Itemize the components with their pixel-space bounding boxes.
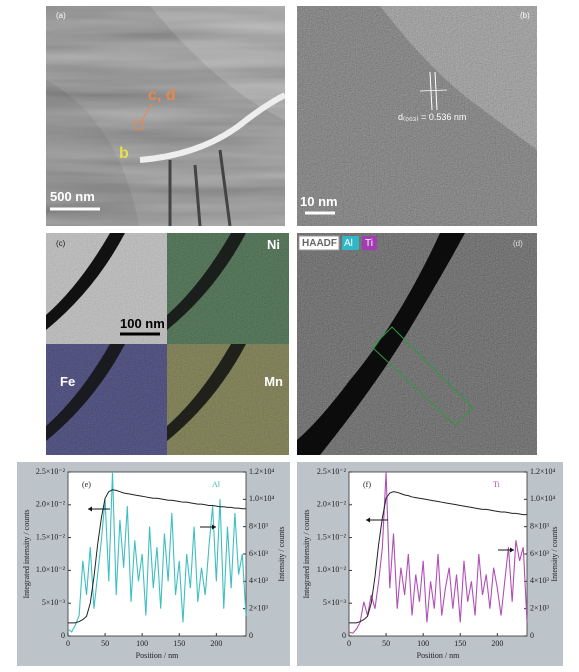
marker-label: b — [119, 145, 129, 162]
panel-label: (f) — [363, 480, 371, 489]
scale-label: 100 nm — [120, 316, 165, 331]
panel-c — [46, 233, 289, 455]
y-tick-label: 0 — [61, 631, 65, 640]
y2-axis-label: Intensity / counts — [550, 526, 559, 581]
arrow-head — [366, 517, 370, 523]
y-axis-label: Integrated intensity / counts — [302, 509, 311, 598]
arrow-head — [510, 547, 514, 553]
y2-tick-label: 1.2×10⁴ — [249, 467, 275, 476]
y-tick-label: 1.0×10⁻² — [317, 565, 347, 574]
y-tick-label: 1.5×10⁻² — [317, 532, 347, 541]
panel-label: (b) — [520, 11, 530, 20]
arrow-head — [212, 524, 216, 530]
legend-label: HAADF — [302, 238, 337, 249]
y-tick-label: 5×10⁻³ — [42, 598, 66, 607]
y2-tick-label: 2×10³ — [530, 603, 550, 612]
y2-tick-label: 1.2×10⁴ — [530, 467, 556, 476]
y2-tick-label: 8×10³ — [249, 521, 269, 530]
y2-tick-label: 8×10³ — [530, 521, 550, 530]
scale-label: 10 nm — [300, 194, 338, 209]
y2-tick-label: 6×10³ — [530, 549, 550, 558]
annotation: d₍₀₀₃₎ = 0.536 nm — [398, 112, 466, 122]
y2-tick-label: 0 — [530, 631, 534, 640]
x-tick-label: 50 — [101, 639, 109, 648]
x-tick-label: 100 — [417, 639, 429, 648]
data-line — [349, 491, 527, 624]
y-tick-label: 2.5×10⁻² — [36, 467, 66, 476]
x-tick-label: 150 — [173, 639, 185, 648]
panel-label: (a) — [56, 11, 66, 20]
series-label: Ti — [493, 480, 501, 489]
panel-d — [297, 233, 537, 455]
element-label: Ni — [267, 237, 280, 252]
x-tick-label: 0 — [347, 639, 351, 648]
data-line — [67, 471, 247, 633]
y-tick-label: 0 — [342, 631, 346, 640]
series-label: Al — [212, 480, 221, 489]
data-line — [348, 471, 528, 634]
x-tick-label: 50 — [382, 639, 390, 648]
panel-label: (d) — [513, 239, 523, 248]
y-tick-label: 1.5×10⁻² — [36, 532, 66, 541]
x-tick-label: 100 — [136, 639, 148, 648]
y-tick-label: 2.0×10⁻² — [36, 500, 66, 509]
arrow-head — [88, 506, 92, 512]
marker-label: c, d — [148, 87, 176, 104]
y2-tick-label: 4×10³ — [249, 576, 269, 585]
panel-b — [297, 6, 537, 226]
y-tick-label: 1.0×10⁻² — [36, 565, 66, 574]
y2-axis-label: Intensity / counts — [277, 526, 286, 581]
y-tick-label: 5×10⁻³ — [323, 598, 347, 607]
legend-label: Al — [344, 238, 353, 249]
legend-label: Ti — [365, 238, 373, 249]
y-axis-label: Integrated intensity / counts — [22, 509, 31, 598]
y-tick-label: 2.5×10⁻² — [317, 467, 347, 476]
y2-tick-label: 1.0×10⁴ — [249, 494, 275, 503]
x-tick-label: 200 — [210, 639, 222, 648]
y2-tick-label: 6×10³ — [249, 549, 269, 558]
y2-tick-label: 2×10³ — [249, 603, 269, 612]
data-line — [68, 489, 246, 624]
panel-label: (e) — [82, 480, 91, 489]
y2-tick-label: 1.0×10⁴ — [530, 494, 556, 503]
panel-a — [46, 6, 285, 226]
scale-label: 500 nm — [50, 189, 95, 204]
x-axis-label: Position / nm — [417, 651, 460, 660]
y2-tick-label: 0 — [249, 631, 253, 640]
element-label: Mn — [264, 374, 283, 389]
y2-tick-label: 4×10³ — [530, 576, 550, 585]
element-label: Fe — [60, 374, 75, 389]
panel-label: (c) — [56, 239, 66, 248]
x-tick-label: 0 — [66, 639, 70, 648]
x-tick-label: 150 — [454, 639, 466, 648]
x-axis-label: Position / nm — [136, 651, 179, 660]
x-tick-label: 200 — [491, 639, 503, 648]
y-tick-label: 2.0×10⁻² — [317, 500, 347, 509]
